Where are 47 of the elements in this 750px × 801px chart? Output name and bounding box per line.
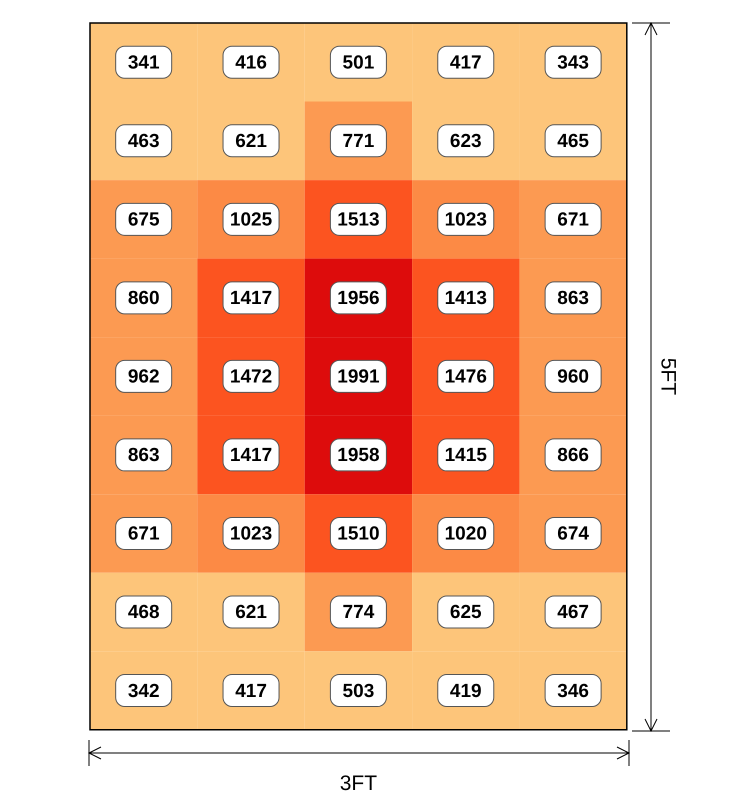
data-label: 1476 bbox=[444, 366, 487, 388]
data-label: 1415 bbox=[444, 445, 488, 466]
data-label: 467 bbox=[557, 602, 589, 624]
data-label: 343 bbox=[557, 52, 589, 74]
data-label: 863 bbox=[128, 445, 160, 466]
data-label: 671 bbox=[128, 524, 160, 545]
y-axis-title: 5FT bbox=[656, 358, 680, 396]
data-label: 863 bbox=[557, 288, 589, 310]
data-label: 621 bbox=[235, 602, 268, 624]
data-label: 774 bbox=[342, 602, 375, 624]
data-label: 346 bbox=[557, 680, 589, 702]
data-label: 1958 bbox=[337, 445, 380, 466]
data-label: 419 bbox=[450, 680, 482, 702]
data-label: 623 bbox=[450, 131, 482, 152]
data-label: 771 bbox=[342, 131, 375, 152]
data-label: 1510 bbox=[337, 524, 380, 545]
data-label: 1025 bbox=[230, 210, 273, 231]
data-label: 674 bbox=[557, 524, 590, 545]
data-label: 1956 bbox=[337, 288, 380, 310]
data-label: 417 bbox=[450, 52, 482, 74]
data-label: 1991 bbox=[337, 366, 380, 388]
data-label: 416 bbox=[235, 52, 267, 74]
data-label: 675 bbox=[128, 210, 160, 231]
data-label: 1023 bbox=[230, 524, 272, 545]
data-label: 860 bbox=[128, 288, 160, 310]
data-label: 1417 bbox=[230, 288, 272, 310]
x-axis-title: 3FT bbox=[340, 772, 378, 796]
data-label: 341 bbox=[128, 52, 160, 74]
data-label: 625 bbox=[450, 602, 482, 624]
data-label: 962 bbox=[128, 366, 160, 388]
data-label: 342 bbox=[128, 680, 160, 702]
data-label: 503 bbox=[342, 680, 374, 702]
data-label: 1413 bbox=[444, 288, 487, 310]
data-label: 671 bbox=[557, 210, 590, 231]
data-label: 468 bbox=[128, 602, 160, 624]
data-label: 465 bbox=[557, 131, 590, 152]
data-label: 501 bbox=[342, 52, 375, 74]
data-label: 1417 bbox=[230, 445, 272, 466]
data-label: 463 bbox=[128, 131, 160, 152]
data-label: 621 bbox=[235, 131, 268, 152]
data-label: 1020 bbox=[444, 524, 487, 545]
data-label: 417 bbox=[235, 680, 267, 702]
data-label: 1513 bbox=[337, 210, 380, 231]
data-label: 866 bbox=[557, 445, 589, 466]
data-label: 1472 bbox=[230, 366, 272, 388]
data-label: 960 bbox=[557, 366, 589, 388]
data-label: 1023 bbox=[444, 210, 487, 231]
